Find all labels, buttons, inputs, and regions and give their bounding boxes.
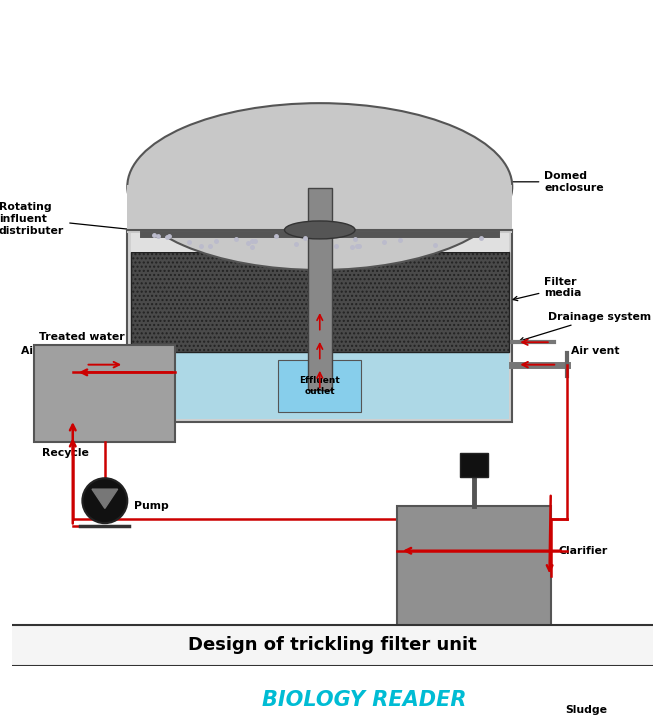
Text: BIOLOGY READER: BIOLOGY READER bbox=[263, 690, 467, 710]
FancyBboxPatch shape bbox=[130, 252, 509, 352]
Text: Recycle: Recycle bbox=[42, 448, 89, 458]
FancyBboxPatch shape bbox=[278, 360, 362, 412]
FancyBboxPatch shape bbox=[308, 188, 332, 390]
Ellipse shape bbox=[127, 103, 512, 270]
FancyBboxPatch shape bbox=[460, 453, 488, 477]
Text: Influent: Influent bbox=[79, 430, 128, 440]
Text: Air vent: Air vent bbox=[22, 346, 70, 356]
Text: Rotating
influent
distributer: Rotating influent distributer bbox=[0, 203, 168, 236]
FancyBboxPatch shape bbox=[127, 185, 512, 233]
Text: Design of trickling filter unit: Design of trickling filter unit bbox=[188, 637, 477, 654]
Circle shape bbox=[83, 478, 127, 523]
Polygon shape bbox=[435, 634, 512, 698]
Text: Treated water: Treated water bbox=[40, 332, 125, 342]
FancyBboxPatch shape bbox=[0, 624, 672, 666]
FancyBboxPatch shape bbox=[127, 230, 512, 422]
Text: Sludge: Sludge bbox=[565, 705, 607, 715]
FancyBboxPatch shape bbox=[130, 349, 509, 419]
FancyBboxPatch shape bbox=[396, 505, 551, 634]
Text: Effluent
outlet: Effluent outlet bbox=[300, 376, 340, 395]
FancyBboxPatch shape bbox=[130, 233, 509, 252]
Text: Domed
enclosure: Domed enclosure bbox=[497, 171, 604, 193]
Text: Clarifier: Clarifier bbox=[558, 546, 607, 556]
FancyBboxPatch shape bbox=[34, 345, 175, 442]
Text: Air vent: Air vent bbox=[571, 346, 620, 356]
Text: Filter
media: Filter media bbox=[513, 277, 582, 301]
Ellipse shape bbox=[284, 221, 355, 239]
Polygon shape bbox=[396, 634, 551, 698]
Polygon shape bbox=[92, 489, 118, 508]
Text: Drainage system: Drainage system bbox=[519, 311, 650, 342]
Text: Pump: Pump bbox=[134, 500, 169, 511]
